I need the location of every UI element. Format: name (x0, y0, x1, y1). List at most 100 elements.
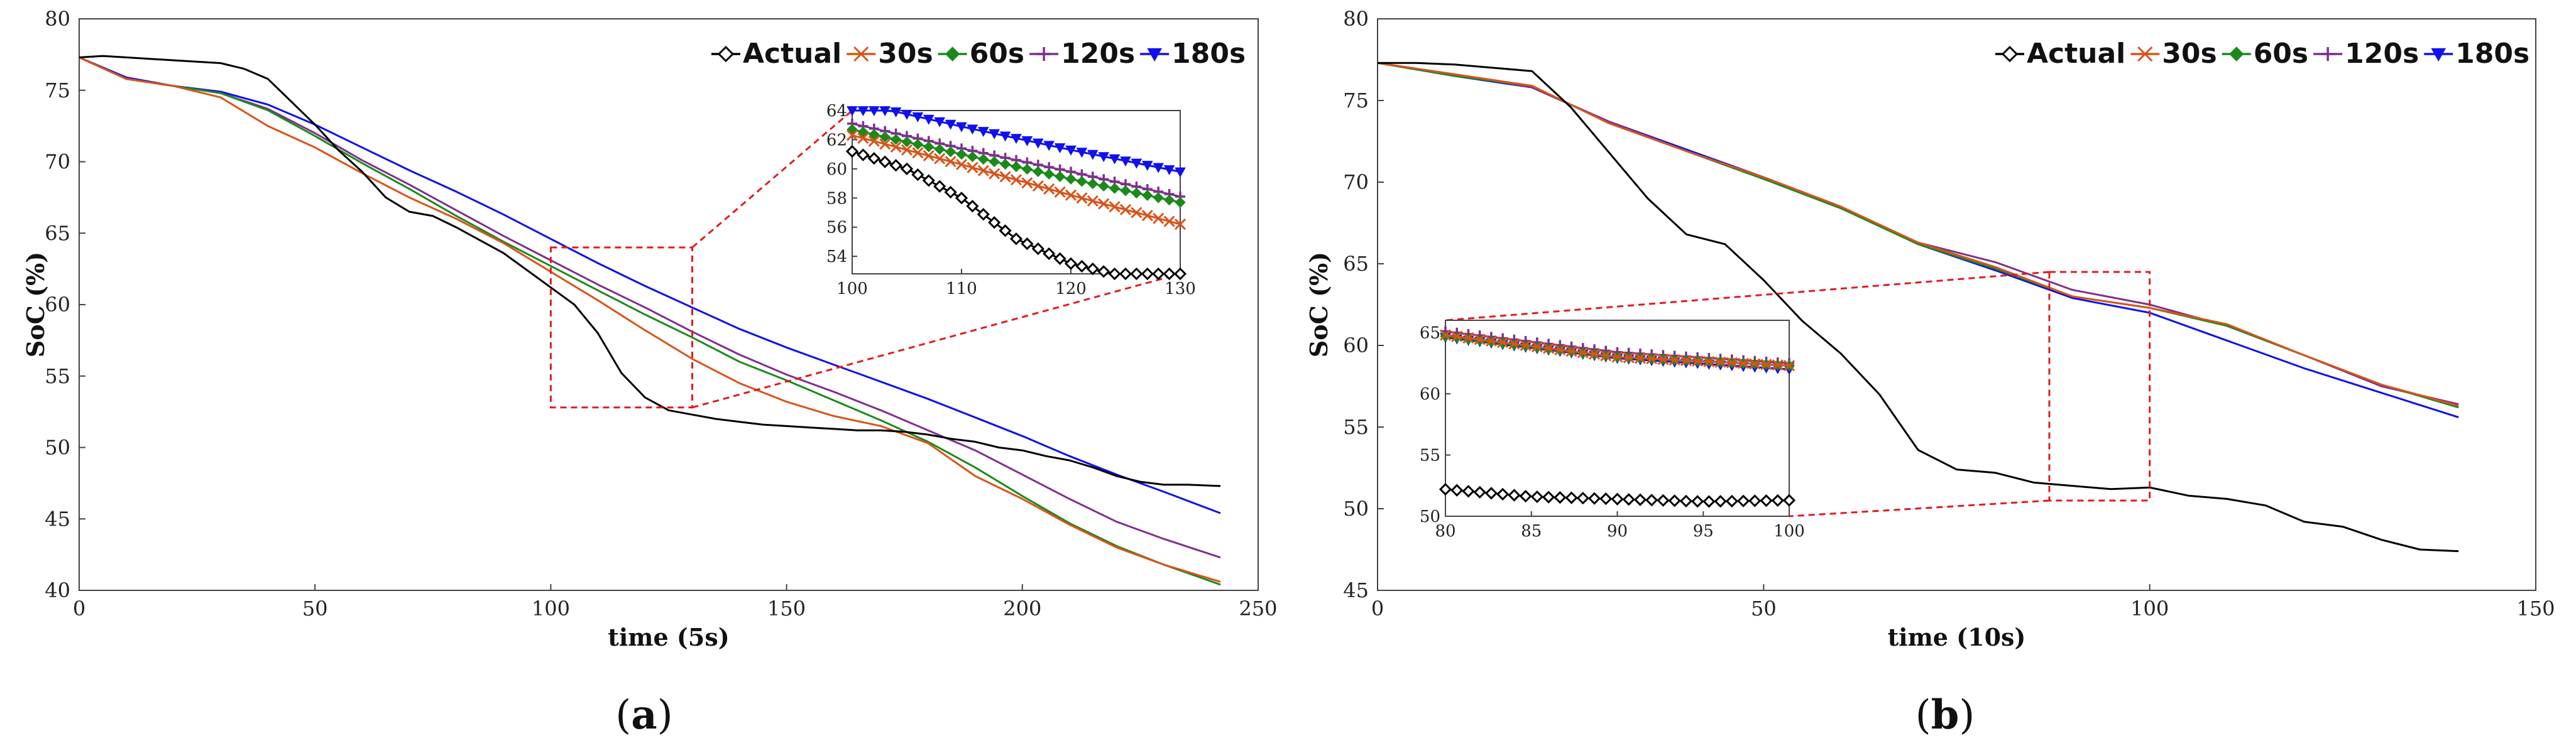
inset-marker-60s (989, 156, 1000, 168)
panel-label: (a) (615, 691, 672, 739)
inset-marker-180s (1163, 165, 1175, 176)
y-tick-label: 65 (1343, 252, 1369, 276)
inset-marker-60s (978, 153, 989, 165)
panel-label-paren: ( (1916, 692, 1931, 739)
inset-marker-actual (1508, 489, 1521, 502)
inset-marker-30s (1508, 338, 1520, 350)
inset-marker-actual (1173, 267, 1187, 281)
inset-x-tick-label: 130 (1165, 279, 1196, 298)
zoom-connector-line (691, 109, 853, 249)
inset-marker-30s (1554, 344, 1566, 355)
legend-label-60s: 60s (2254, 38, 2308, 70)
inset-marker-30s (1749, 358, 1761, 370)
inset-marker-60s (1033, 166, 1044, 177)
y-tick-label: 75 (45, 79, 70, 102)
series-line-60s (79, 57, 1221, 586)
inset-marker-60s (923, 141, 934, 153)
y-tick-label: 80 (1343, 7, 1369, 31)
inset-marker-30s (1119, 203, 1132, 215)
inset-marker-180s (1120, 156, 1131, 167)
inset-marker-60s (912, 139, 924, 150)
y-axis-label: SoC (%) (21, 252, 50, 357)
inset-marker-actual (1668, 494, 1681, 507)
inset-marker-60s (1076, 176, 1088, 187)
legend-marker-60s (2228, 46, 2244, 62)
inset-marker-30s (945, 156, 956, 168)
inset-marker-60s (901, 136, 913, 148)
inset-marker-30s (1109, 201, 1121, 213)
inset-y-tick-label: 60 (1420, 385, 1440, 404)
inset-marker-actual (966, 200, 979, 213)
inset-marker-180s (847, 106, 858, 117)
inset-marker-30s (1451, 330, 1463, 342)
y-axis-label: SoC (%) (1305, 252, 1333, 357)
inset-marker-actual (1599, 492, 1613, 506)
series-line-120s (79, 57, 1221, 559)
x-axis-label: time (5s) (608, 623, 729, 651)
inset-x-tick-label: 95 (1693, 522, 1714, 541)
y-tick-label: 75 (1343, 89, 1369, 112)
inset-marker-60s (869, 129, 880, 140)
inset-marker-30s (1565, 345, 1577, 357)
inset-marker-30s (1726, 357, 1738, 369)
inset-marker-30s (1087, 195, 1099, 207)
zoom-connector-line (1789, 499, 2050, 518)
y-tick-label: 50 (1343, 497, 1369, 521)
inset-marker-60s (956, 148, 967, 160)
series-line-30s (79, 57, 1221, 583)
inset-marker-30s (1439, 329, 1452, 341)
inset-marker-180s (879, 106, 891, 117)
inset-marker-actual (1702, 495, 1716, 508)
inset-marker-30s (1076, 192, 1088, 204)
inset-marker-60s (1142, 190, 1153, 201)
inset-marker-30s (1010, 174, 1022, 186)
inset-marker-180s (1076, 148, 1088, 158)
inset-marker-actual (1622, 493, 1635, 506)
inset-marker-actual (1484, 487, 1498, 500)
legend-marker-180s (2431, 48, 2447, 62)
x-tick-label: 50 (302, 597, 328, 621)
inset-marker-30s (1032, 180, 1044, 192)
inset-marker-30s (1531, 341, 1543, 353)
inset-marker-180s (977, 127, 989, 137)
inset-marker-30s (1577, 347, 1589, 359)
inset-marker-30s (901, 144, 913, 156)
inset-marker-actual (1450, 484, 1464, 497)
zoom-connector-line (1445, 271, 2050, 322)
inset-marker-60s (1109, 183, 1121, 194)
x-tick-label: 100 (532, 597, 570, 621)
y-tick-label: 70 (1343, 170, 1369, 194)
inset-marker-30s (1600, 350, 1612, 362)
y-tick-label: 55 (1343, 415, 1369, 439)
inset-marker-30s (1623, 352, 1635, 364)
inset-marker-30s (857, 133, 869, 144)
inset-marker-60s (999, 158, 1011, 170)
inset-marker-30s (1760, 359, 1772, 371)
legend-marker-actual (2001, 45, 2019, 63)
inset-marker-actual (1439, 482, 1452, 496)
legend-marker-30s (2137, 46, 2153, 62)
inset-marker-actual (977, 208, 990, 221)
y-tick-label: 50 (45, 436, 70, 460)
inset-marker-30s (1021, 177, 1033, 189)
inset-marker-actual (1152, 267, 1165, 281)
series-line-30s (1377, 62, 2459, 407)
inset-marker-actual (879, 155, 892, 168)
inset-marker-180s (1087, 149, 1099, 160)
inset-marker-60s (1153, 192, 1164, 203)
inset-marker-180s (890, 107, 902, 117)
inset-marker-actual (1108, 267, 1121, 281)
inset-marker-30s (934, 153, 946, 165)
legend: Actual 30s 60s 120s 180s (711, 38, 1246, 70)
inset-x-tick-label: 80 (1435, 522, 1455, 541)
inset-marker-actual (1771, 494, 1784, 507)
inset-marker-30s (1163, 215, 1175, 227)
inset-marker-180s (967, 124, 978, 135)
inset-marker-30s (1646, 353, 1658, 365)
inset-marker-180s (868, 106, 880, 117)
inset-marker-actual (1097, 265, 1110, 278)
legend-label-180s: 180s (1171, 38, 1246, 70)
panel-label-paren: ) (1959, 692, 1975, 739)
inset-marker-30s (1497, 337, 1509, 349)
